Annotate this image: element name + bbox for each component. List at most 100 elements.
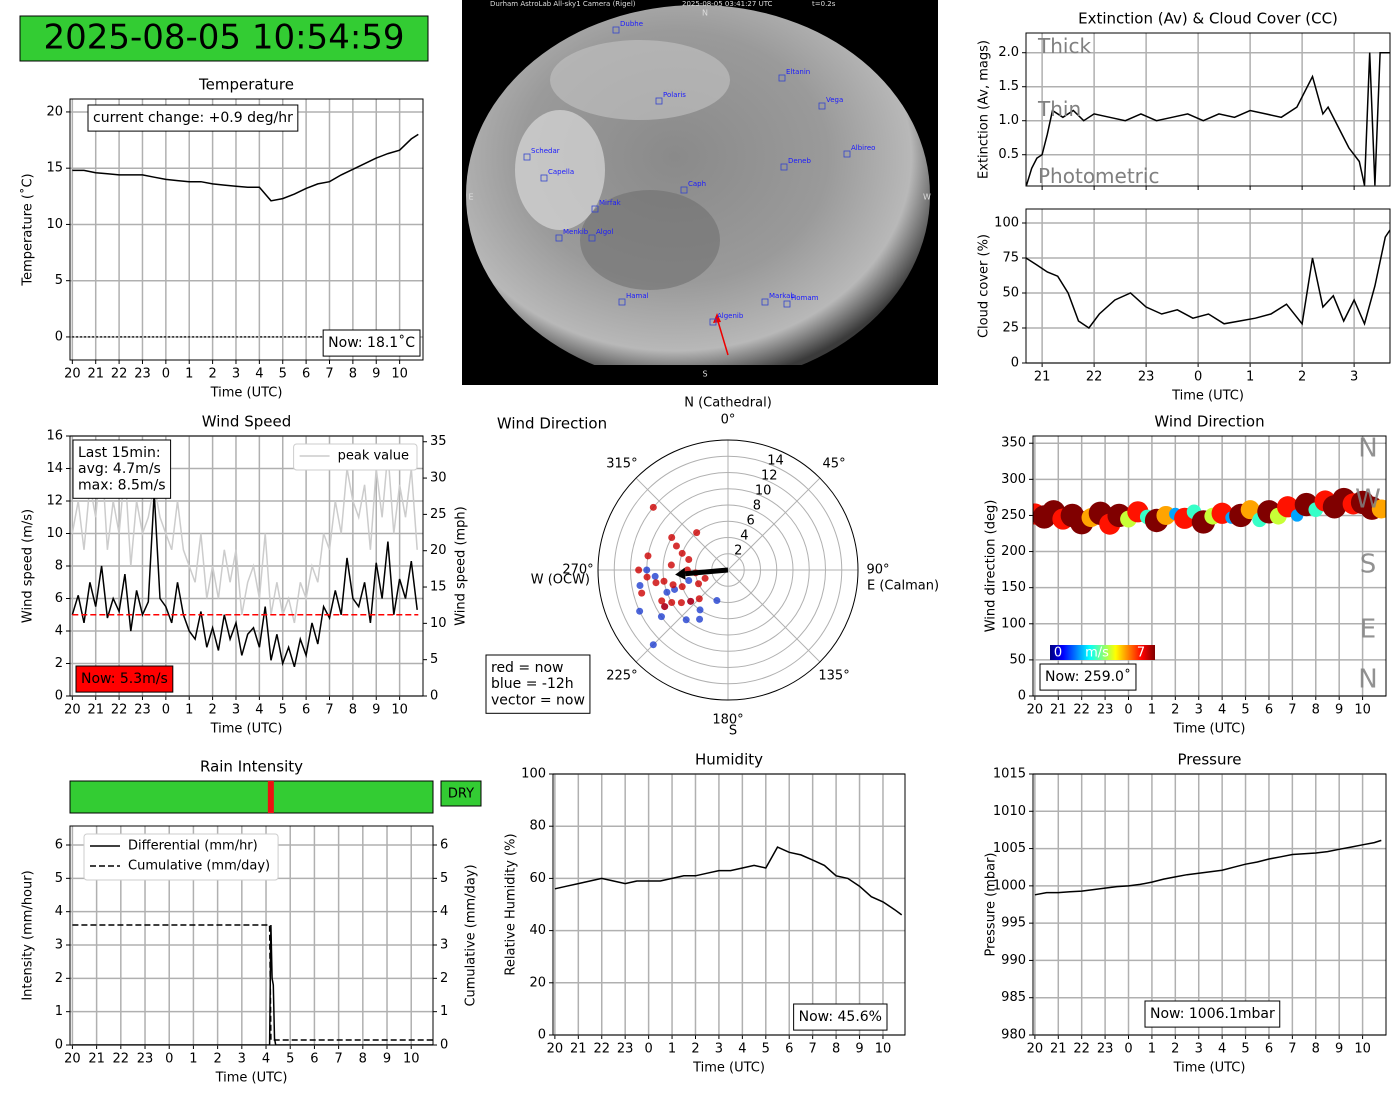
y-tick-label: 1.0 (998, 113, 1019, 128)
point (667, 561, 675, 569)
point (678, 549, 686, 557)
x-tick-label: 9 (1335, 1042, 1343, 1057)
y-tick-label: 100 (521, 767, 546, 782)
x-tick-label: 21 (87, 367, 104, 382)
x-tick-label: 4 (255, 367, 263, 382)
x-tick-label: 1 (1246, 370, 1254, 385)
x-tick-label: 0 (1194, 370, 1202, 385)
chart-title: Wind Speed (202, 413, 292, 431)
clock-box (19, 15, 429, 62)
rain-marker (267, 781, 274, 813)
y-tick-label: 10 (46, 217, 63, 232)
camera-header: 2025-08-05 03:41:27 UTC (682, 0, 773, 8)
grid-spoke (635, 477, 729, 571)
x-tick-label: 1 (668, 1042, 676, 1057)
x-tick-label: 4 (1218, 1042, 1226, 1057)
clock: 2025-08-05 10:54:59 (43, 18, 404, 58)
chart-title: Temperature (198, 76, 294, 94)
y-tick-label: 150 (1001, 580, 1026, 595)
compass-label: N (1358, 665, 1377, 695)
y-tick-label: 0 (1018, 689, 1026, 704)
y-tick-label: 0.5 (998, 147, 1019, 162)
y-tick-label: 4 (55, 904, 63, 919)
x-tick-label: 1 (185, 703, 193, 718)
star-label: Albireo (851, 144, 875, 152)
x-tick-label: 22 (593, 1042, 610, 1057)
wind-vector-head (675, 567, 686, 580)
plot-frame (1032, 435, 1387, 697)
point (658, 597, 666, 605)
x-tick-label: 22 (1086, 370, 1103, 385)
y-tick-label: 2.0 (998, 45, 1019, 60)
rain-bar (69, 780, 434, 814)
point (682, 616, 690, 624)
y-tick-label: 4 (55, 624, 63, 639)
star-label: Hamal (626, 292, 649, 300)
star-marker (680, 186, 688, 194)
x-tick-label: 2 (213, 1052, 221, 1067)
x-tick-label: 3 (1195, 703, 1203, 718)
point (644, 552, 652, 560)
x-tick-label: 10 (875, 1042, 892, 1057)
point (678, 583, 686, 591)
point (663, 588, 671, 596)
annotation-box (1039, 663, 1137, 691)
x-tick-label: 22 (111, 703, 128, 718)
y-axis-label: Wind speed (m/s) (21, 509, 36, 623)
annotation-text: Thin (1037, 97, 1081, 121)
point (669, 581, 677, 589)
star-marker (523, 153, 531, 161)
r-tick-label: 14 (767, 453, 784, 468)
x-tick-label: 21 (88, 1052, 105, 1067)
dark-patch (580, 190, 720, 290)
chart-title: Humidity (695, 751, 763, 769)
star-marker (780, 163, 788, 171)
y-axis-label: Pressure (mbar) (984, 852, 999, 956)
x-tick-label: 20 (547, 1042, 564, 1057)
compass-label: N (702, 9, 708, 18)
x-tick-label: 4 (262, 1052, 270, 1067)
point (636, 607, 644, 615)
x-tick-label: 0 (1124, 1042, 1132, 1057)
sky-arrow (716, 317, 729, 356)
y-tick-label: 6 (55, 591, 63, 606)
y-tick-label: 16 (46, 429, 63, 444)
star-label: Homam (791, 294, 819, 302)
y2-axis-label: Cumulative (mm/day) (464, 864, 479, 1006)
x-tick-label: 5 (1241, 1042, 1249, 1057)
point (643, 573, 651, 581)
colorbar (1050, 645, 1155, 660)
plot-frame (552, 773, 906, 1036)
x-tick-label: 22 (111, 367, 128, 382)
theta-tick-label: 45° (823, 456, 846, 471)
x-tick-label: 3 (1350, 370, 1358, 385)
star-label: Polaris (663, 91, 686, 99)
y2-tick-label: 4 (440, 904, 448, 919)
star-label: Dubhe (620, 20, 643, 28)
compass-label: S (1360, 550, 1377, 580)
x-tick-label: 9 (372, 367, 380, 382)
x-tick-label: 23 (134, 703, 151, 718)
r-tick-label: 8 (753, 498, 761, 513)
sky-bottom (462, 365, 938, 385)
x-tick-label: 22 (113, 1052, 130, 1067)
y-axis-label: Relative Humidity (%) (504, 833, 519, 975)
x-tick-label: 20 (64, 703, 81, 718)
x-tick-label: 5 (286, 1052, 294, 1067)
y2-tick-label: 3 (440, 938, 448, 953)
x-tick-label: 20 (1027, 703, 1044, 718)
plot-frame (69, 98, 424, 361)
compass-label: W (1355, 485, 1381, 515)
x-tick-label: 8 (1312, 1042, 1320, 1057)
y-tick-label: 10 (46, 526, 63, 541)
data-line (72, 924, 433, 1045)
y-axis-label: Extinction (Av, mags) (977, 40, 992, 179)
x-tick-label: 23 (1097, 1042, 1114, 1057)
x-tick-label: 10 (391, 367, 408, 382)
point (660, 577, 668, 585)
camera-header: Durham AstroLab All-sky1 Camera (Rigel) (490, 0, 636, 8)
y2-tick-label: 30 (430, 471, 447, 486)
y-tick-label: 200 (1001, 544, 1026, 559)
star-marker (778, 74, 786, 82)
x-tick-label: 9 (1335, 703, 1343, 718)
